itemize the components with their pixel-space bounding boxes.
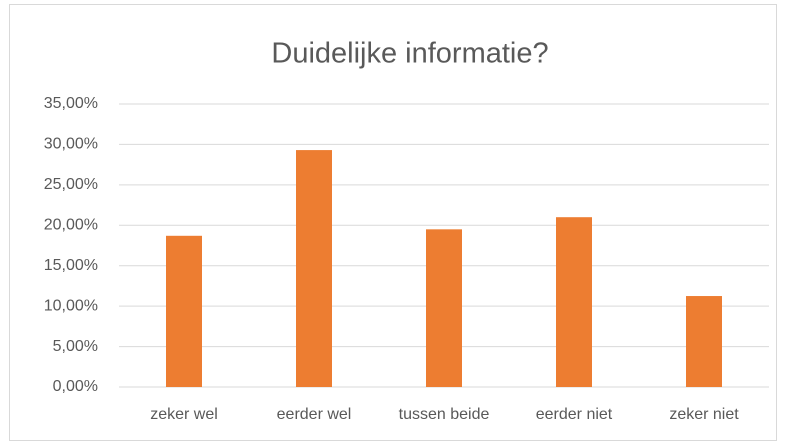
chart-title: Duidelijke informatie?	[271, 38, 548, 70]
x-tick-label: eerder niet	[536, 406, 613, 423]
y-tick-label: 0,00%	[53, 378, 98, 395]
x-tick-label: zeker wel	[150, 406, 218, 423]
x-tick-label: zeker niet	[669, 406, 739, 423]
bar	[166, 235, 202, 387]
bar	[296, 150, 332, 387]
y-tick-label: 25,00%	[44, 176, 98, 193]
y-tick-label: 35,00%	[44, 95, 98, 112]
chart-frame	[9, 4, 777, 441]
x-tick-label: eerder wel	[277, 406, 352, 423]
y-tick-label: 30,00%	[44, 136, 98, 153]
bar	[556, 217, 592, 387]
x-tick-label: tussen beide	[399, 406, 490, 423]
bar	[426, 229, 462, 387]
y-tick-label: 15,00%	[44, 257, 98, 274]
y-tick-label: 20,00%	[44, 217, 98, 234]
y-tick-label: 10,00%	[44, 297, 98, 314]
y-tick-label: 5,00%	[53, 338, 98, 355]
bar	[686, 296, 722, 387]
